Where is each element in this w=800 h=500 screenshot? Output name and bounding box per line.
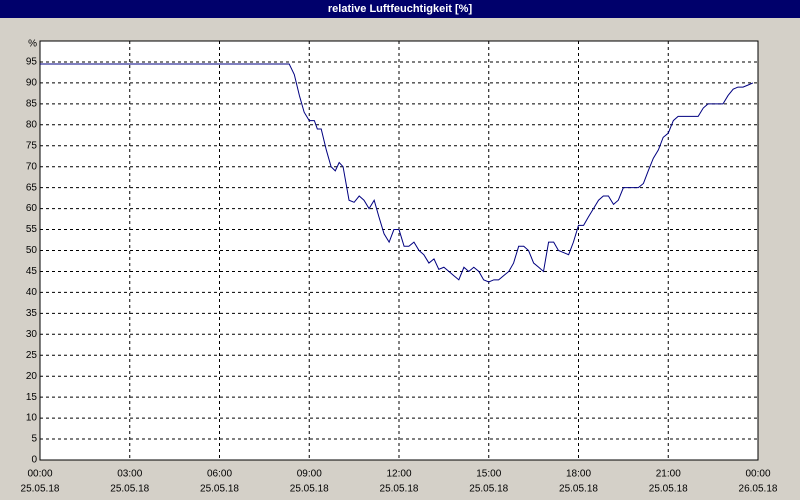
y-tick-label: 0 bbox=[31, 455, 37, 466]
y-tick-label: 60 bbox=[26, 203, 38, 214]
x-tick-date: 25.05.18 bbox=[21, 484, 60, 495]
title-bar bbox=[0, 0, 800, 18]
x-tick-date: 25.05.18 bbox=[200, 484, 239, 495]
plot-border bbox=[39, 40, 759, 461]
y-tick-label: 30 bbox=[26, 329, 38, 340]
y-tick-label: 15 bbox=[26, 392, 38, 403]
x-tick-label: 00:00 bbox=[27, 469, 52, 480]
x-tick-date: 25.05.18 bbox=[469, 484, 508, 495]
y-tick-label: 20 bbox=[26, 371, 38, 382]
x-tick-date: 25.05.18 bbox=[380, 484, 419, 495]
x-tick-label: 03:00 bbox=[117, 469, 142, 480]
y-tick-label: 90 bbox=[26, 78, 38, 89]
x-tick-label: 06:00 bbox=[207, 469, 232, 480]
x-tick-label: 21:00 bbox=[656, 469, 681, 480]
y-tick-label: 95 bbox=[26, 57, 38, 68]
x-tick-label: 18:00 bbox=[566, 469, 591, 480]
y-tick-label: 55 bbox=[26, 224, 38, 235]
x-tick-label: 00:00 bbox=[745, 469, 770, 480]
y-unit: % bbox=[28, 39, 37, 50]
y-tick-label: 80 bbox=[26, 119, 38, 130]
y-tick-label: 75 bbox=[26, 140, 38, 151]
x-tick-date: 25.05.18 bbox=[290, 484, 329, 495]
x-tick-date: 25.05.18 bbox=[649, 484, 688, 495]
y-tick-label: 35 bbox=[26, 308, 38, 319]
x-tick-label: 09:00 bbox=[297, 469, 322, 480]
y-tick-label: 65 bbox=[26, 182, 38, 193]
y-tick-label: 50 bbox=[26, 245, 38, 256]
y-tick-label: 5 bbox=[31, 434, 37, 445]
y-tick-label: 85 bbox=[26, 98, 38, 109]
x-tick-date: 26.05.18 bbox=[739, 484, 778, 495]
x-tick-label: 15:00 bbox=[476, 469, 501, 480]
y-tick-label: 25 bbox=[26, 350, 38, 361]
y-tick-label: 70 bbox=[26, 161, 38, 172]
y-tick-label: 45 bbox=[26, 266, 38, 277]
chart-title: relative Luftfeuchtigkeit [%] bbox=[328, 3, 473, 15]
x-tick-date: 25.05.18 bbox=[559, 484, 598, 495]
x-tick-label: 12:00 bbox=[386, 469, 411, 480]
x-tick-date: 25.05.18 bbox=[110, 484, 149, 495]
y-tick-label: 40 bbox=[26, 287, 38, 298]
y-tick-label: 10 bbox=[26, 413, 38, 424]
data-line bbox=[40, 63, 754, 283]
